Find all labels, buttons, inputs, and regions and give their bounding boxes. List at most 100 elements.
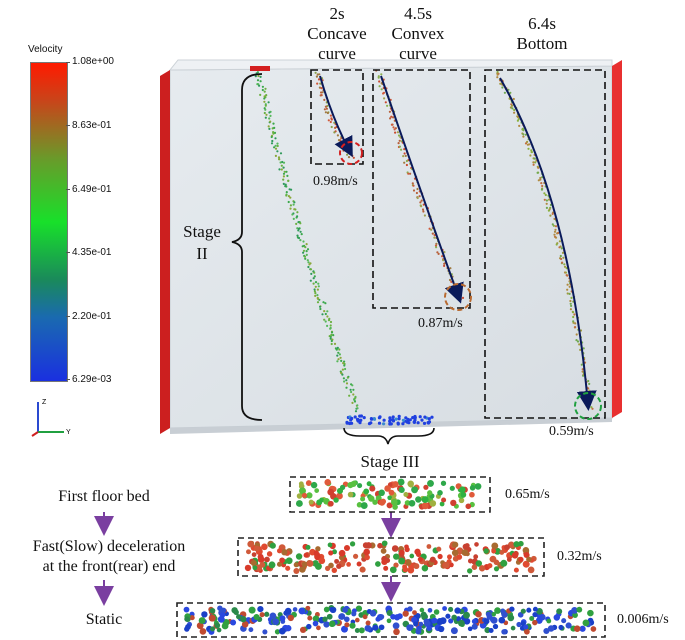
particle-stream-6-4s [561, 251, 565, 254]
particle-main-stream [293, 208, 296, 211]
particle-bed-bottom [418, 415, 422, 419]
particle-bed-bottom [422, 421, 427, 425]
bed-1-particle [314, 488, 320, 493]
particle-bed-bottom [397, 414, 401, 418]
particle-stream-6-4s [541, 184, 544, 188]
bed-3-particle [326, 613, 333, 620]
bed-3-particle [216, 627, 222, 633]
bed-3-particle [312, 620, 319, 627]
bed-2-particle [437, 553, 443, 560]
particle-stream-4-5s [397, 142, 400, 145]
bed-3-particle [445, 613, 451, 619]
bed-3-particle [362, 614, 368, 620]
front-marker-2s [339, 141, 363, 165]
particle-stream-6-4s [548, 198, 551, 201]
particle-stream-6-4s [521, 128, 524, 131]
bed-2-particle [461, 549, 469, 556]
particle-stream-6-4s [574, 326, 577, 329]
particle-stream-4-5s [420, 199, 423, 202]
particle-stream-4-5s [398, 145, 401, 148]
bed-2-particle [259, 561, 266, 568]
stage2-label-line2: II [196, 244, 208, 263]
bed-1-particle [369, 485, 376, 492]
particle-main-stream [283, 170, 286, 173]
particle-stream-2s [323, 98, 326, 101]
particle-bed-bottom [394, 417, 398, 421]
bed-3-particle [342, 606, 349, 613]
bed-3-particle [483, 618, 490, 625]
bed-1-particle [450, 499, 457, 507]
bed-3-particle [407, 606, 413, 612]
particle-stream-4-5s [434, 244, 438, 247]
particle-stream-2s [315, 75, 318, 78]
particle-main-stream [332, 334, 335, 337]
particle-stream-6-4s [566, 283, 569, 286]
bed-3-particle [341, 625, 348, 633]
particle-main-stream [316, 301, 320, 304]
particle-main-stream [343, 364, 346, 367]
bed-2-particle [306, 560, 314, 567]
particle-bed-bottom [397, 417, 401, 421]
bed-1-particle [458, 497, 465, 504]
particle-bed-bottom [413, 416, 417, 420]
particle-main-stream [316, 288, 319, 291]
particle-main-stream [337, 358, 340, 361]
bed-1-particle [319, 497, 325, 503]
particle-stream-6-4s [581, 368, 584, 371]
particle-stream-4-5s [428, 227, 431, 230]
bed-3-particle [272, 618, 279, 626]
particle-stream-2s [318, 73, 321, 76]
bed-1-particle [474, 483, 482, 490]
particle-stream-6-4s [588, 382, 591, 385]
particle-stream-6-4s [553, 233, 556, 236]
bed-2-particle [261, 543, 268, 551]
flow-step-static: Static [85, 611, 123, 628]
bed-2-particle [513, 541, 520, 548]
bed-2-particle [343, 544, 351, 552]
bed-2-particle [483, 548, 489, 554]
particle-stream-6-4s [528, 143, 531, 146]
particle-main-stream [270, 135, 273, 139]
bed-2-particle [499, 549, 505, 555]
bed-2-particle [426, 544, 432, 549]
bed-3-particle [386, 618, 392, 624]
particle-stream-6-4s [511, 107, 514, 110]
bed-2-particle [452, 541, 459, 548]
particle-main-stream [349, 388, 352, 391]
snapshot-box-6-4s [484, 69, 606, 419]
particle-main-stream [273, 126, 276, 129]
bed-3-particle [535, 616, 543, 624]
bed-1-particle [327, 500, 334, 507]
bed-3-particle [393, 614, 401, 621]
particle-main-stream [340, 359, 343, 362]
bed-1-particle [305, 480, 312, 487]
particle-stream-6-4s [563, 271, 567, 274]
bed-3-particle [421, 613, 428, 621]
particle-stream-4-5s [377, 76, 380, 79]
bed-3-particle [329, 606, 335, 613]
bed-2-particle [473, 554, 479, 560]
particle-main-stream [343, 380, 346, 383]
bed-3-particle [264, 611, 270, 617]
particle-stream-6-4s [516, 115, 520, 119]
particle-main-stream [292, 217, 295, 220]
particle-main-stream [336, 360, 339, 363]
particle-stream-6-4s [558, 246, 561, 249]
particle-stream-4-5s [430, 228, 433, 231]
particle-stream-4-5s [396, 131, 399, 134]
bed-3-particle [364, 624, 372, 632]
particle-bed-bottom [404, 416, 408, 420]
particle-main-stream [352, 393, 355, 396]
bed-2-particle [346, 562, 351, 567]
bed-3-particle [240, 615, 247, 623]
particle-main-stream [326, 315, 329, 318]
bed-1-particle [388, 489, 395, 496]
bed-1-particle [441, 497, 447, 503]
particle-stream-6-4s [559, 254, 562, 258]
particle-stream-4-5s [380, 88, 383, 91]
colorbar-tick [66, 189, 70, 190]
bed-1-particle [421, 496, 429, 504]
particle-stream-4-5s [384, 101, 387, 104]
particle-main-stream [263, 100, 266, 103]
particle-stream-6-4s [518, 124, 521, 127]
